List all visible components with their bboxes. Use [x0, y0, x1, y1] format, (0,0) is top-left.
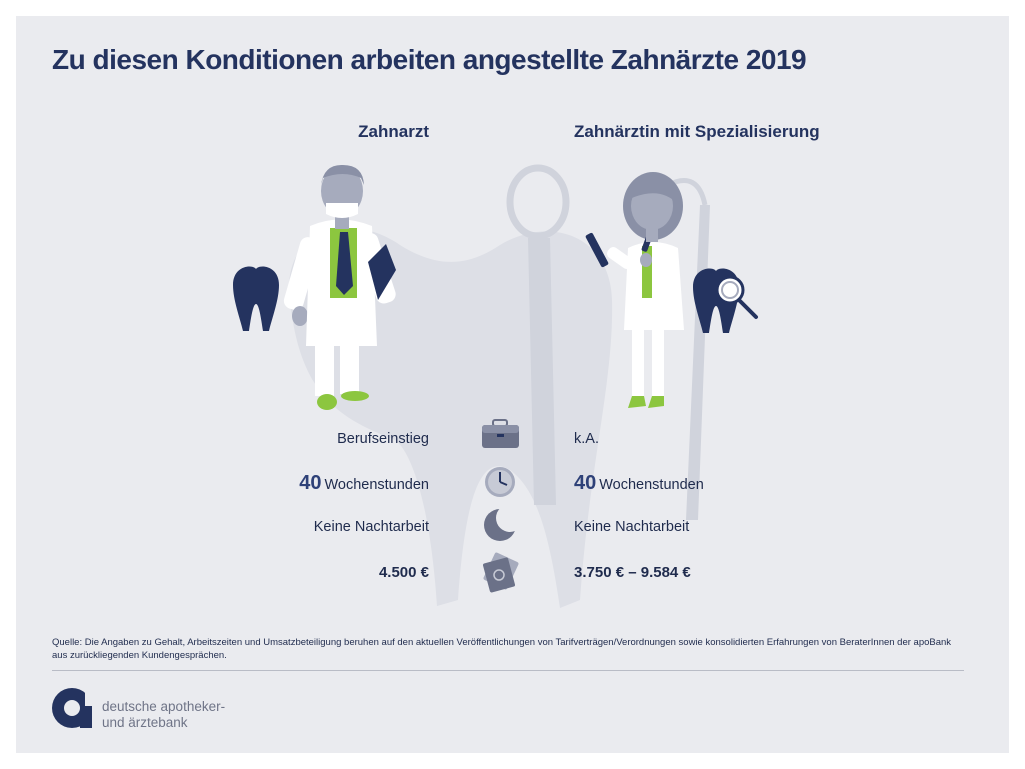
hours-right: 40 Wochenstunden	[574, 473, 704, 495]
page-title: Zu diesen Konditionen arbeiten angestell…	[52, 44, 807, 75]
entry-label-left: Berufseinstieg	[337, 431, 429, 447]
column-heading-right: Zahnärztin mit Spezialisierung	[574, 122, 820, 141]
clock-icon	[485, 467, 515, 497]
money-icon	[483, 552, 519, 593]
salary-right: 3.750 € – 9.584 €	[574, 564, 691, 581]
salary-left: 4.500 €	[378, 564, 429, 581]
dental-probe-icon	[666, 178, 710, 520]
hours-value-right: 40	[574, 472, 597, 494]
entry-label-right: k.A.	[574, 431, 599, 447]
hours-left: 40 Wochenstunden	[299, 473, 429, 495]
source-note: Quelle: Die Angaben zu Gehalt, Arbeitsze…	[52, 636, 972, 662]
female-dentist-figure	[585, 172, 684, 408]
dental-mirror-icon	[506, 164, 570, 505]
divider	[52, 670, 964, 671]
male-dentist-figure	[283, 164, 396, 410]
brand-name: deutsche apotheker- und ärztebank	[102, 699, 225, 731]
tooth-icon	[233, 266, 279, 331]
night-label-right: Keine Nachtarbeit	[574, 519, 690, 535]
hours-unit-right: Wochenstunden	[599, 477, 704, 493]
column-heading-left: Zahnarzt	[358, 122, 429, 141]
apobank-logo-icon	[52, 688, 94, 728]
briefcase-icon	[482, 419, 519, 448]
tooth-magnifier-icon	[693, 268, 758, 333]
hours-value-left: 40	[299, 472, 322, 494]
brand-line-2: und ärztebank	[102, 715, 188, 730]
hours-unit-left: Wochenstunden	[324, 477, 429, 493]
source-line-2: aus zurückliegenden Kundengesprächen.	[52, 650, 227, 661]
moon-icon	[484, 504, 524, 541]
night-label-left: Keine Nachtarbeit	[313, 519, 429, 535]
brand-line-1: deutsche apotheker-	[102, 699, 226, 714]
source-line-1: Quelle: Die Angaben zu Gehalt, Arbeitsze…	[52, 637, 952, 648]
